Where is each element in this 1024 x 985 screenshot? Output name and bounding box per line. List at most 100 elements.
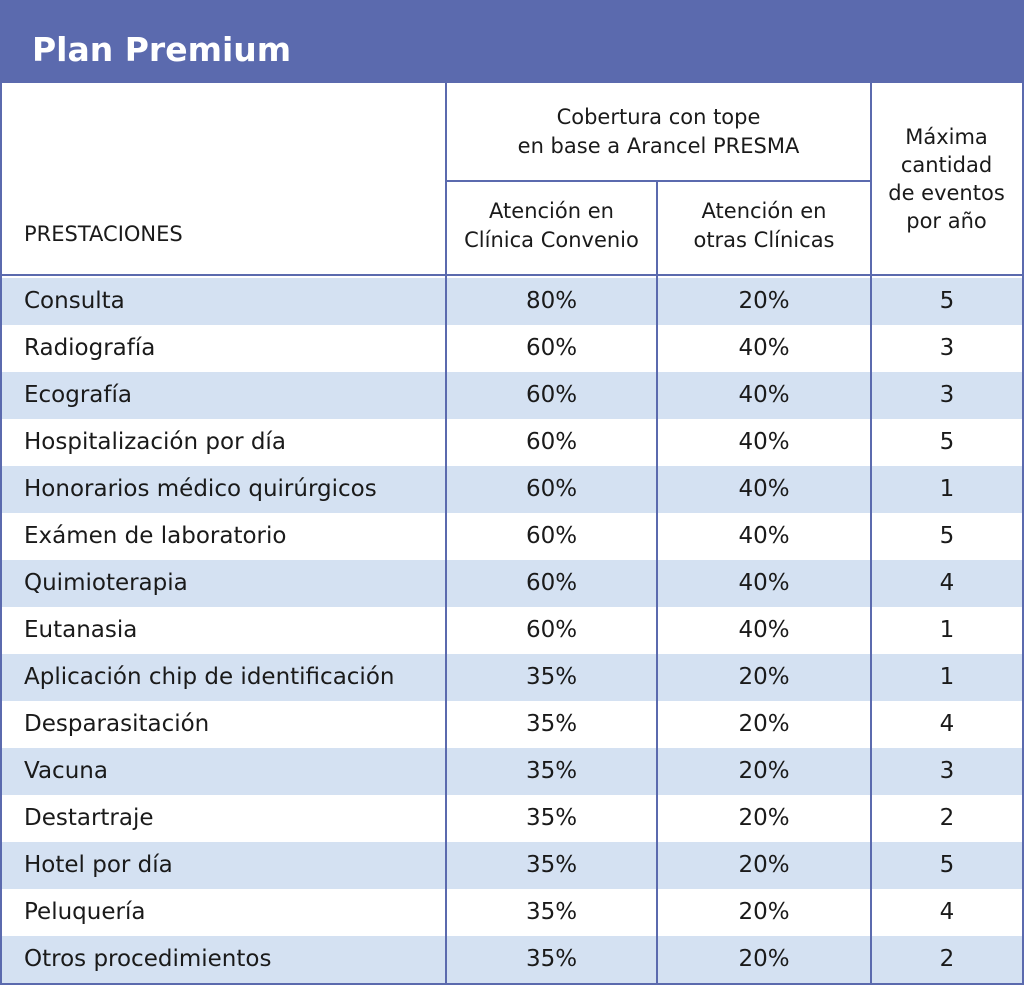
row-shade (658, 748, 870, 795)
convenio-percentage: 35% (525, 758, 578, 784)
otras-percentage: 20% (738, 711, 790, 737)
row-shade (872, 936, 1022, 983)
prestacion-name: Exámen de laboratorio (24, 523, 287, 549)
otras-percentage: 40% (738, 617, 790, 643)
prestacion-name: Consulta (24, 288, 125, 314)
convenio-percentage: 35% (525, 711, 578, 737)
otras-percentage: 40% (738, 523, 790, 549)
coverage-group-divider (446, 180, 871, 182)
prestacion-name: Desparasitación (24, 711, 210, 737)
table-row: Eutanasia 60% 40% 1 (2, 607, 1022, 654)
convenio-percentage: 60% (525, 617, 578, 643)
header-convenio: Atención en Clínica Convenio (446, 197, 657, 255)
column-divider-3 (870, 83, 872, 983)
row-shade (872, 466, 1022, 513)
max-events: 2 (939, 946, 955, 972)
max-events: 5 (939, 852, 955, 878)
table-row: Exámen de laboratorio 60% 40% 5 (2, 513, 1022, 560)
otras-percentage: 20% (738, 805, 790, 831)
row-shade (2, 654, 445, 701)
row-shade (447, 654, 656, 701)
row-shade (872, 372, 1022, 419)
page-title: Plan Premium (32, 30, 292, 69)
max-events: 2 (939, 805, 955, 831)
header-max-line3: de eventos (888, 181, 1005, 205)
row-shade (872, 278, 1022, 325)
convenio-percentage: 80% (525, 288, 578, 314)
max-events: 3 (939, 382, 955, 408)
row-shade (447, 372, 656, 419)
row-shade (658, 278, 870, 325)
otras-percentage: 20% (738, 946, 790, 972)
convenio-percentage: 35% (525, 946, 578, 972)
row-shade (872, 748, 1022, 795)
prestacion-name: Vacuna (24, 758, 108, 784)
max-events: 4 (939, 570, 955, 596)
row-shade (447, 748, 656, 795)
row-shade (2, 278, 445, 325)
header-max-line2: cantidad (900, 153, 993, 177)
row-shade (658, 372, 870, 419)
row-shade (447, 842, 656, 889)
max-events: 1 (939, 476, 955, 502)
convenio-percentage: 35% (525, 664, 578, 690)
row-shade (658, 560, 870, 607)
row-shade (2, 466, 445, 513)
table-row: Hospitalización por día 60% 40% 5 (2, 419, 1022, 466)
max-events: 3 (939, 335, 955, 361)
row-shade (658, 466, 870, 513)
table-row: Honorarios médico quirúrgicos 60% 40% 1 (2, 466, 1022, 513)
prestacion-name: Honorarios médico quirúrgicos (24, 476, 377, 502)
otras-percentage: 20% (738, 288, 790, 314)
convenio-percentage: 60% (525, 382, 578, 408)
row-shade (447, 278, 656, 325)
prestacion-name: Hospitalización por día (24, 429, 286, 455)
otras-percentage: 40% (738, 335, 790, 361)
max-events: 1 (939, 664, 955, 690)
otras-percentage: 20% (738, 758, 790, 784)
header-convenio-line1: Atención en (489, 199, 614, 223)
row-shade (658, 936, 870, 983)
prestacion-name: Eutanasia (24, 617, 138, 643)
otras-percentage: 40% (738, 570, 790, 596)
header-prestaciones: PRESTACIONES (24, 222, 183, 246)
convenio-percentage: 60% (525, 429, 578, 455)
table-row: Quimioterapia 60% 40% 4 (2, 560, 1022, 607)
otras-percentage: 20% (738, 899, 790, 925)
table-row: Consulta 80% 20% 5 (2, 278, 1022, 325)
prestacion-name: Radiografía (24, 335, 156, 361)
otras-percentage: 20% (738, 852, 790, 878)
max-events: 5 (939, 429, 955, 455)
table-row: Ecografía 60% 40% 3 (2, 372, 1022, 419)
prestacion-name: Otros procedimientos (24, 946, 272, 972)
header-coverage-group: Cobertura con tope en base a Arancel PRE… (446, 103, 871, 161)
row-shade (447, 466, 656, 513)
table-row: Peluquería 35% 20% 4 (2, 889, 1022, 936)
header-otras-line2: otras Clínicas (693, 228, 835, 252)
header-convenio-line2: Clínica Convenio (464, 228, 639, 252)
prestacion-name: Destartraje (24, 805, 154, 831)
otras-percentage: 40% (738, 382, 790, 408)
max-events: 1 (939, 617, 955, 643)
otras-percentage: 40% (738, 476, 790, 502)
row-shade (2, 372, 445, 419)
header-coverage-line2: en base a Arancel PRESMA (517, 134, 800, 158)
table-row: Aplicación chip de identificación 35% 20% 1 (2, 654, 1022, 701)
header-coverage-line1: Cobertura con tope (556, 105, 761, 129)
prestacion-name: Aplicación chip de identificación (24, 664, 395, 690)
header-max-events: Máxima cantidad de eventos por año (871, 123, 1022, 235)
title-bar: Plan Premium (2, 2, 1022, 83)
row-shade (2, 560, 445, 607)
convenio-percentage: 35% (525, 852, 578, 878)
header-max-line1: Máxima (905, 125, 988, 149)
header-otras-line1: Atención en (701, 199, 827, 223)
header-otras: Atención en otras Clínicas (657, 197, 871, 255)
table-row: Otros procedimientos 35% 20% 2 (2, 936, 1022, 983)
max-events: 5 (939, 288, 955, 314)
row-shade (2, 842, 445, 889)
row-shade (658, 654, 870, 701)
row-shade (872, 560, 1022, 607)
convenio-percentage: 60% (525, 523, 578, 549)
header-max-line4: por año (906, 209, 987, 233)
convenio-percentage: 60% (525, 335, 578, 361)
